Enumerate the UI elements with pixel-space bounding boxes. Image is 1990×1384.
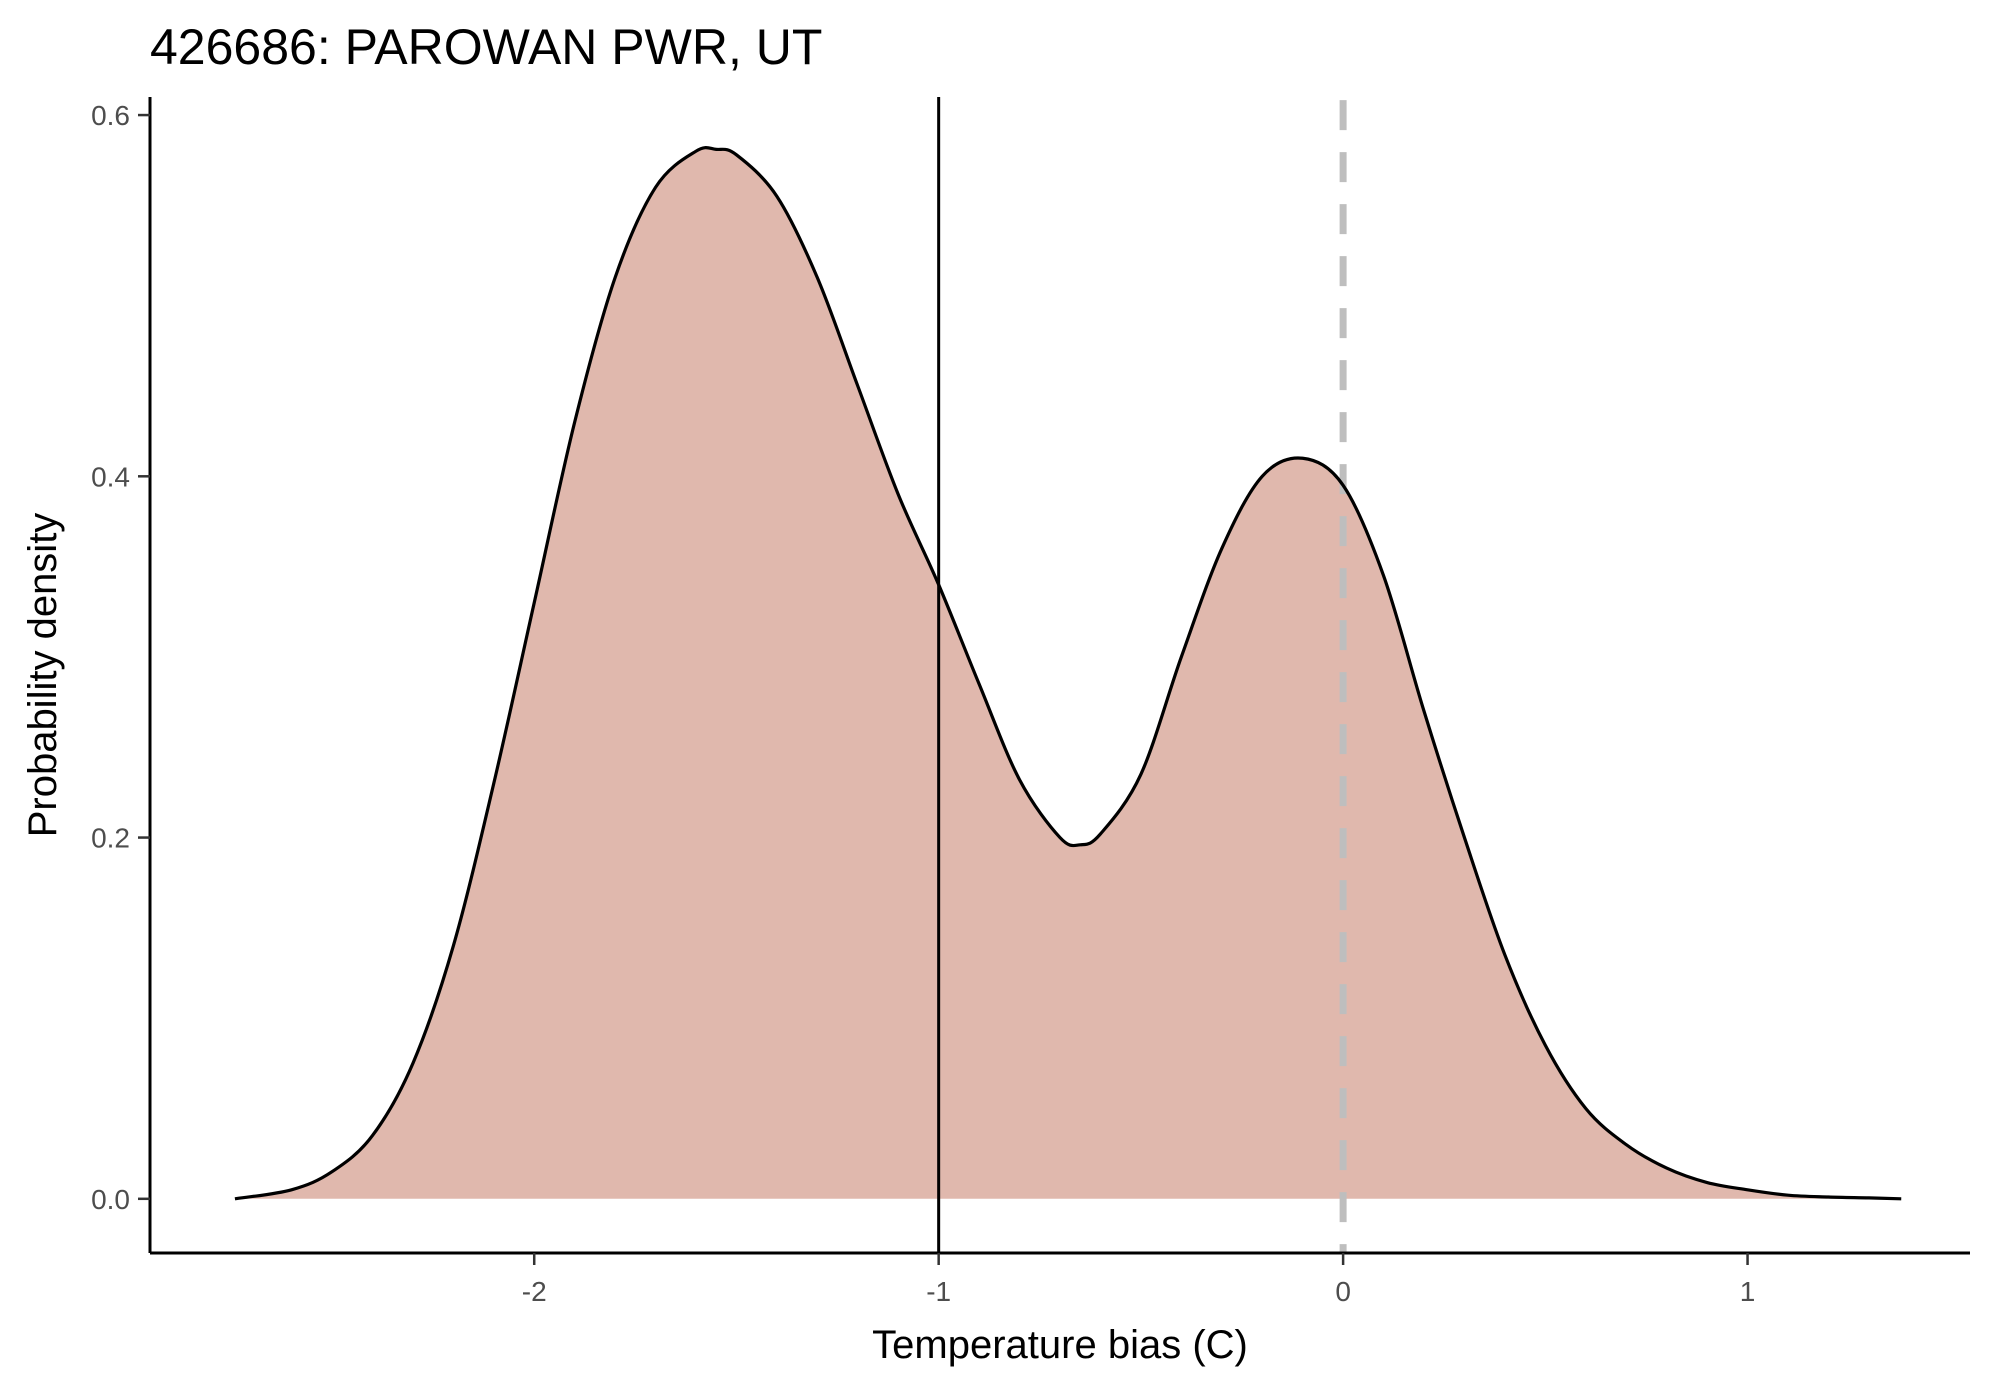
y-tick-label: 0.6 (91, 100, 130, 131)
density-curve-0 (234, 146, 1902, 1201)
y-tick-label: 0.2 (91, 823, 130, 854)
x-tick-label: 1 (1740, 1276, 1756, 1307)
y-axis-title: Probability density (21, 513, 65, 838)
y-tick-label: 0.4 (91, 461, 130, 492)
axes: -2 -1 0 1 0.0 0.2 0.4 0.6 (91, 97, 1970, 1307)
chart-title: 426686: PAROWAN PWR, UT (150, 19, 822, 75)
x-tick-label: -1 (926, 1276, 951, 1307)
y-tick-label: 0.0 (91, 1184, 130, 1215)
plot-area (234, 97, 1902, 1253)
x-tick-label: -2 (522, 1276, 547, 1307)
x-tick-label: 0 (1335, 1276, 1351, 1307)
density-area-0 (234, 147, 1902, 1199)
x-axis-title: Temperature bias (C) (872, 1323, 1248, 1367)
